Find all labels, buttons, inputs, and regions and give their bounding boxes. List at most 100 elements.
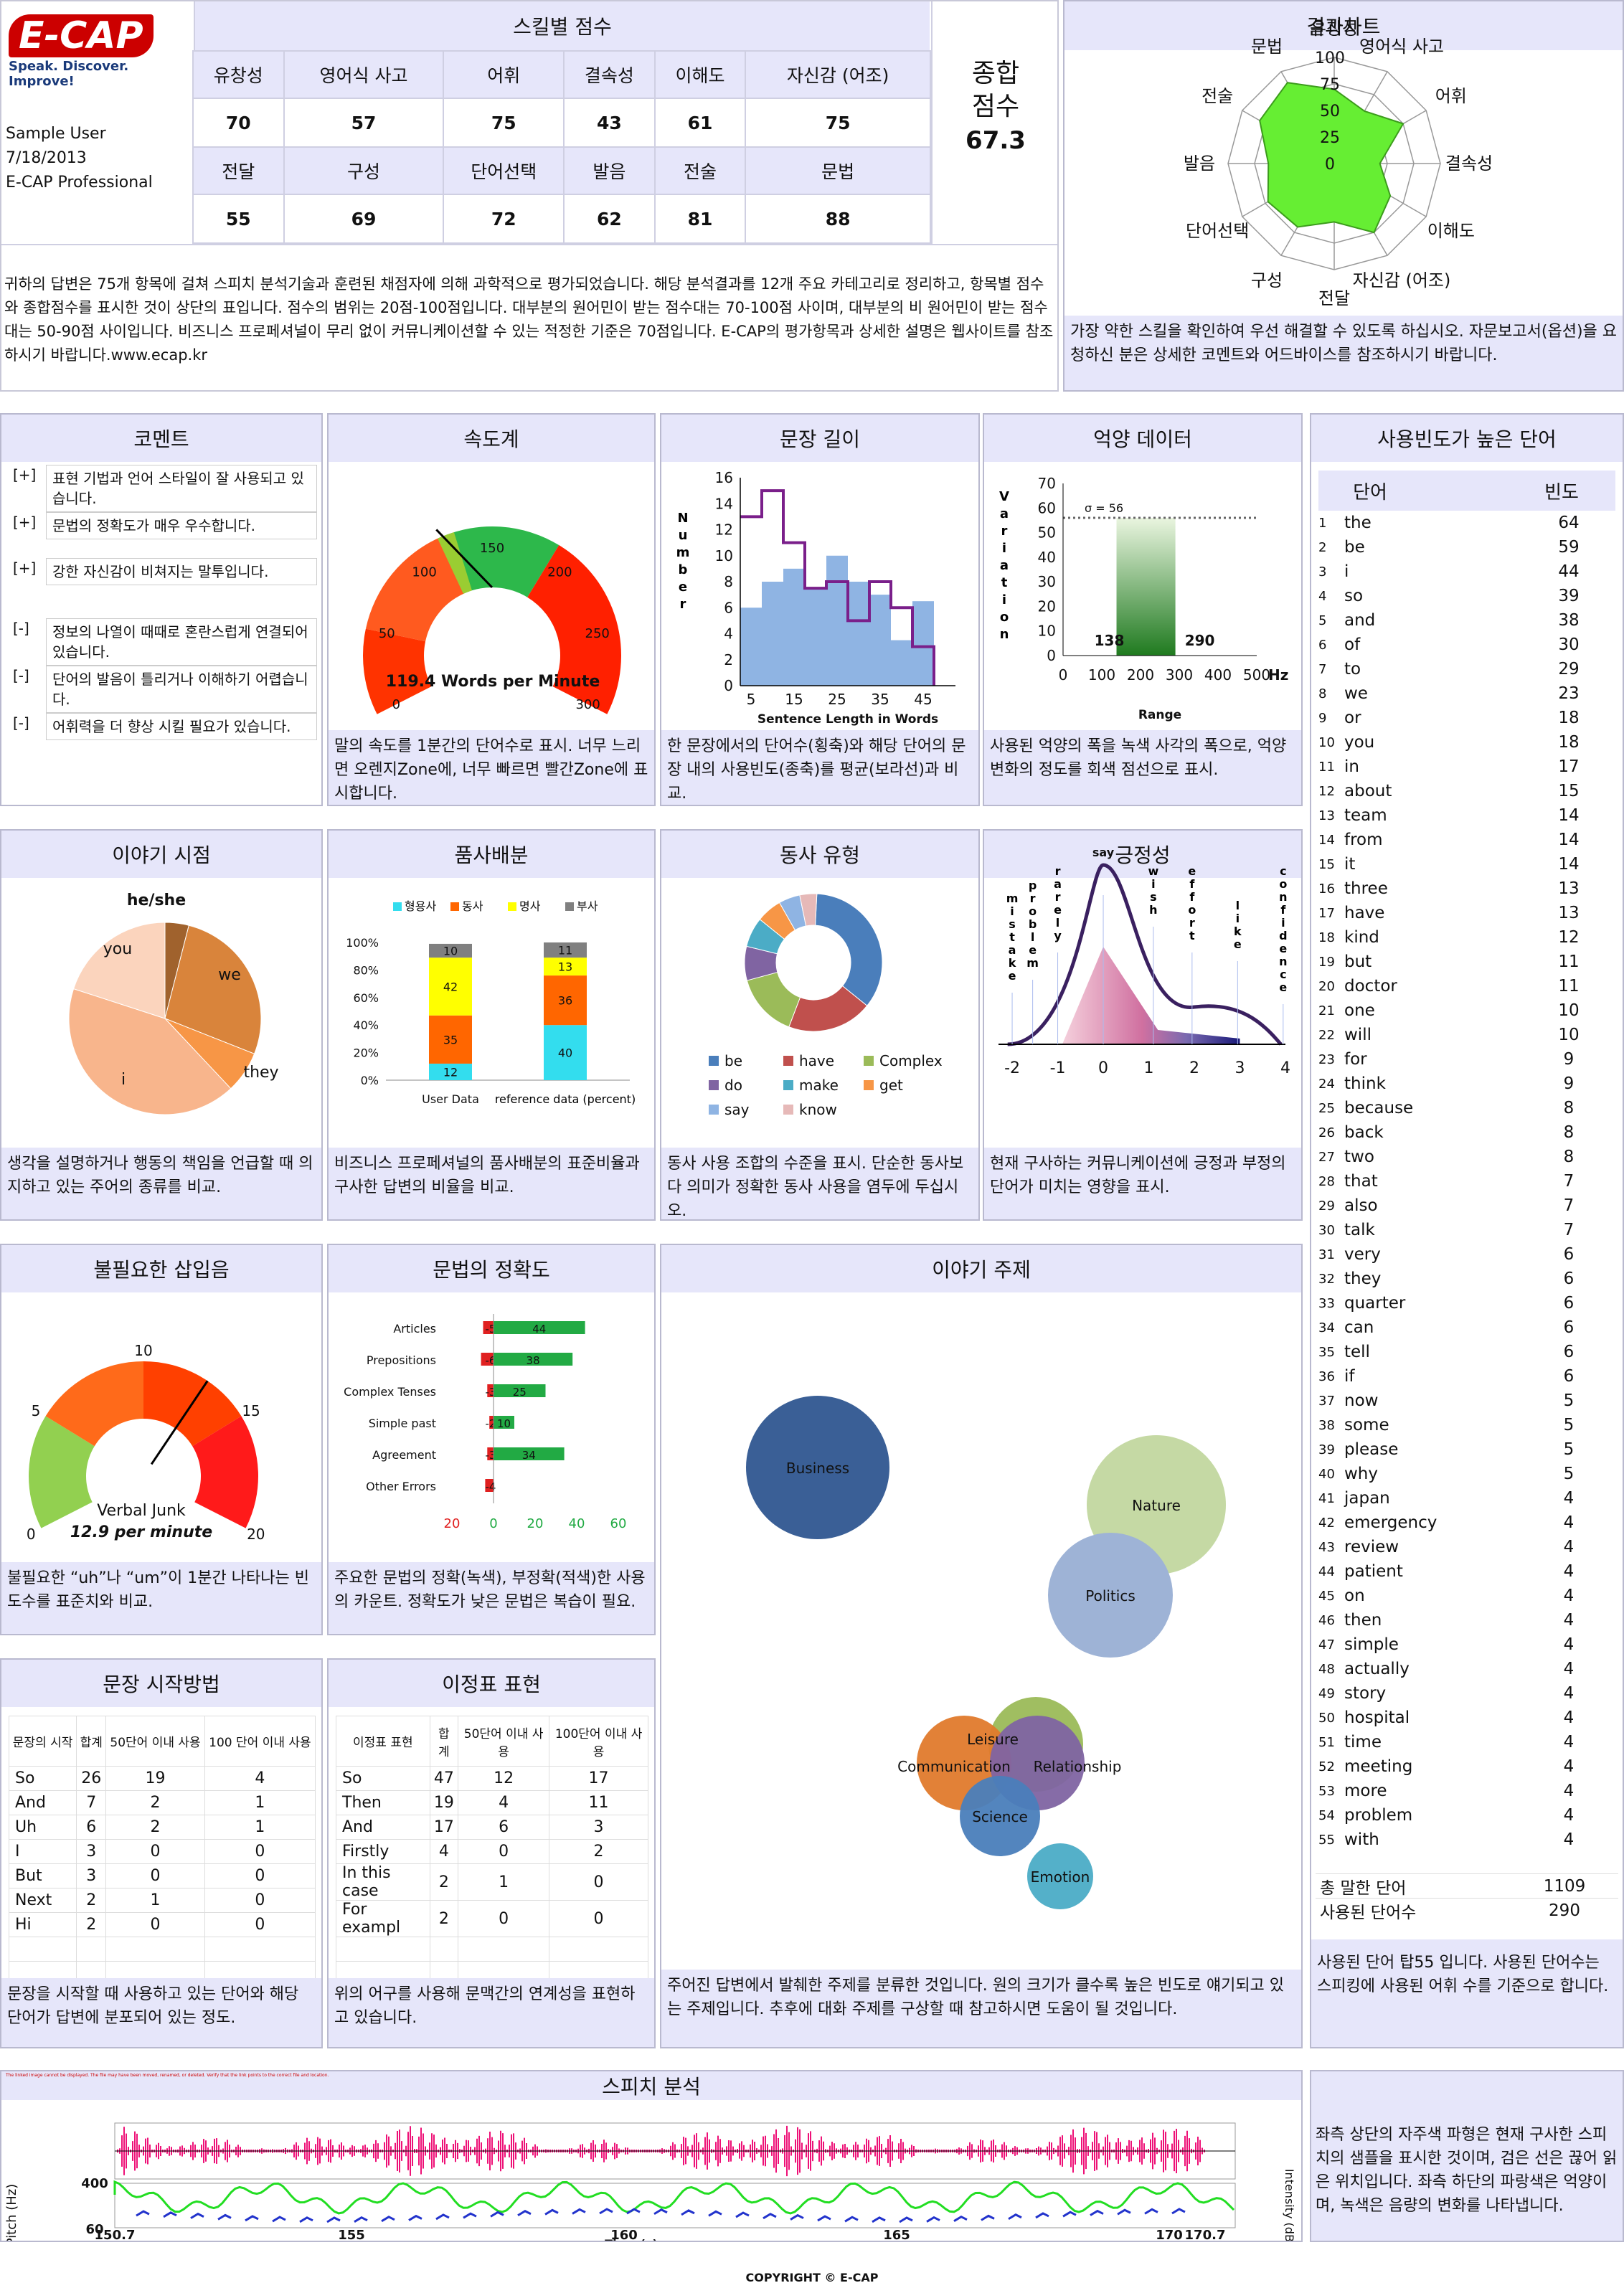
freq-word: two (1344, 1148, 1374, 1166)
freq-rank: 7 (1318, 661, 1327, 677)
positivity-letter: r (1055, 864, 1061, 878)
topic-label: Science (972, 1808, 1028, 1825)
freq-rank: 37 (1318, 1393, 1335, 1409)
freq-rank: 51 (1318, 1734, 1335, 1750)
positivity-letter: l (1056, 916, 1059, 930)
freq-count: 14 (1558, 806, 1580, 825)
skill-label: 단어선택 (443, 146, 565, 195)
sentence-title: 문장 길이 (661, 415, 978, 462)
freq-row: 7 to 29 (1311, 657, 1623, 681)
speed-tick: 200 (547, 564, 572, 580)
table-empty-row (336, 1937, 648, 1962)
y-axis-letter: r (1001, 524, 1008, 539)
freq-rank: 21 (1318, 1003, 1335, 1018)
freq-count: 14 (1558, 831, 1580, 849)
freq-word: actually (1344, 1660, 1410, 1678)
table-cell: 2 (105, 1790, 205, 1815)
positivity-letter: o (1279, 877, 1287, 891)
positivity-letter: e (1279, 942, 1287, 955)
table-cell: 3 (76, 1839, 107, 1864)
freq-rank: 43 (1318, 1539, 1335, 1555)
topic-label: Emotion (1031, 1868, 1090, 1886)
freq-count: 6 (1563, 1343, 1575, 1361)
positivity-letter: o (1029, 904, 1037, 918)
skill-score: 61 (653, 98, 747, 148)
radar-axis-label: 전달 (1318, 288, 1350, 308)
skill-score: 43 (563, 98, 656, 148)
freq-count: 6 (1563, 1245, 1575, 1264)
freq-row: 26 back 8 (1311, 1120, 1623, 1145)
legend-swatch (864, 1056, 874, 1066)
table-row: And 7 2 1 (8, 1790, 316, 1815)
freq-count: 4 (1563, 1806, 1575, 1825)
freq-word: talk (1344, 1221, 1375, 1239)
y-tick: 0 (724, 677, 733, 694)
y-tick: 20 (1038, 597, 1056, 615)
freq-rank: 33 (1318, 1295, 1335, 1311)
freq-word: time (1344, 1733, 1382, 1752)
freq-rank: 9 (1318, 710, 1327, 726)
grammar-error-bar (489, 1416, 494, 1429)
speed-tick: 150 (480, 541, 504, 556)
speed-panel: 속도계 0 50 100 150 200 250 300 119.4 Words per M… (327, 413, 656, 806)
comment-text: 강한 자신감이 비쳐지는 말투입니다. (46, 558, 317, 585)
positivity-letter: n (1279, 890, 1287, 904)
freq-count: 23 (1558, 684, 1580, 703)
comment-item: [-] 단어의 발음이 틀리거나 이해하기 어렵습니다. (6, 666, 317, 713)
positivity-letter: w (1148, 864, 1158, 878)
skill-score: 72 (443, 194, 565, 244)
freq-word: some (1344, 1416, 1389, 1434)
freq-count: 6 (1563, 1367, 1575, 1386)
freq-rank: 22 (1318, 1027, 1335, 1043)
speed-needle (435, 529, 494, 589)
total-used-value: 290 (1549, 1901, 1580, 1920)
freq-row: 53 more 4 (1311, 1779, 1623, 1803)
freq-count: 44 (1558, 562, 1580, 581)
y-tick: 60% (353, 991, 379, 1005)
pitch-line (136, 2208, 1186, 2223)
verbs-panel: 동사 유형 be have Complex do make get say know 동사 사… (660, 829, 980, 1221)
freq-row: 5 and 38 (1311, 608, 1623, 633)
legend-label: have (799, 1052, 834, 1069)
sentence-bar (848, 582, 869, 686)
topic-label: Leisure (967, 1731, 1019, 1748)
table-row: Hi 2 0 0 (8, 1912, 316, 1937)
x-tick: 40 (569, 1516, 585, 1531)
verb-slice (746, 971, 801, 1028)
junk-panel: 불필요한 삽입음 0 5 10 15 20 Verbal Junk 12.9 per m… (0, 1244, 323, 1635)
pos-bar-segment (544, 958, 587, 976)
grammar-correct-value: 34 (522, 1449, 536, 1462)
freq-rank: 39 (1318, 1442, 1335, 1457)
topic-label: Nature (1132, 1497, 1181, 1514)
table-cell: 6 (76, 1815, 107, 1840)
freq-word: we (1344, 684, 1368, 703)
freq-row: 10 you 18 (1311, 730, 1623, 755)
skill-label: 문법 (745, 146, 931, 195)
freq-rank: 40 (1318, 1466, 1335, 1482)
positivity-curve (1007, 863, 1283, 1046)
intensity-line (113, 2180, 1235, 2215)
freq-rank: 15 (1318, 856, 1335, 872)
x-category: User Data (422, 1092, 479, 1106)
junk-rate: 12.9 per minute (70, 1523, 213, 1541)
table-header: 이정표 표현 (336, 1716, 430, 1767)
x-tick: 165 (883, 2228, 910, 2242)
y-tick: 6 (724, 599, 733, 616)
pos-bar-segment (544, 942, 587, 958)
positivity-letter: i (1151, 877, 1155, 891)
freq-rank: 48 (1318, 1661, 1335, 1677)
freq-word: i (1344, 562, 1349, 581)
copyright: COPYRIGHT © E-CAP (745, 2271, 879, 2284)
freq-count: 4 (1563, 1513, 1575, 1532)
speed-tick: 250 (585, 626, 610, 641)
freq-rank: 17 (1318, 905, 1335, 921)
positivity-letter: n (1279, 955, 1287, 968)
comment-text: 표현 기법과 언어 스타일이 잘 사용되고 있습니다. (46, 465, 317, 512)
y-axis-letter: i (1002, 592, 1006, 608)
table-cell: Firstly (336, 1839, 430, 1864)
